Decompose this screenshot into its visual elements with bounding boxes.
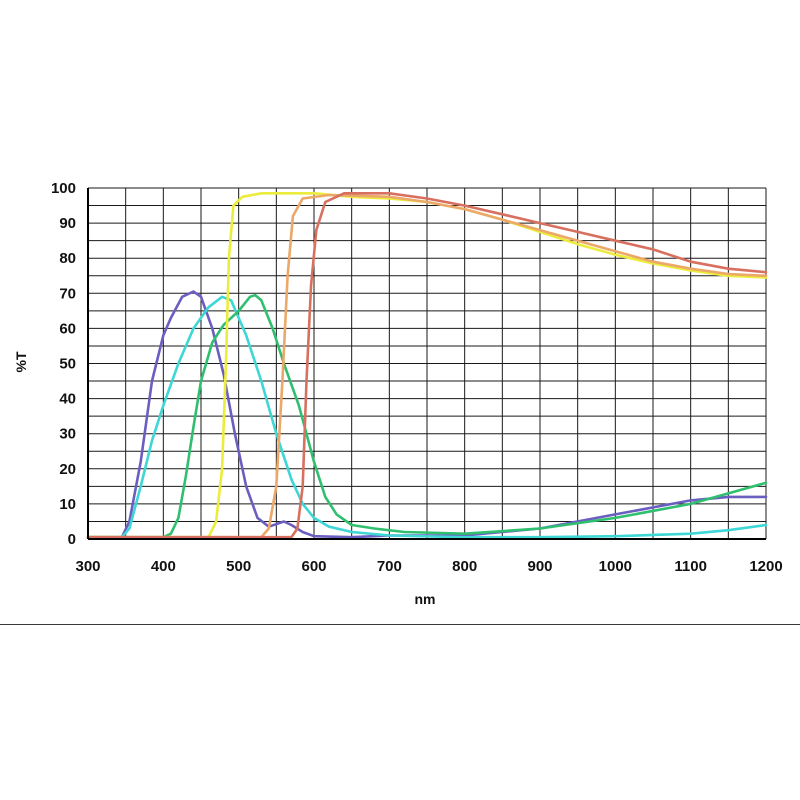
y-axis-label: %T [13, 351, 29, 372]
series-line-6 [86, 192, 768, 539]
x-tick-label: 1100 [674, 558, 707, 575]
x-tick-label: 1200 [749, 558, 782, 575]
x-tick-label: 900 [527, 558, 552, 575]
bottom-divider [0, 624, 800, 625]
y-tick-label: 90 [59, 215, 76, 232]
y-tick-label: 30 [59, 426, 76, 443]
y-tick-label: 20 [59, 461, 76, 478]
x-tick-label: 700 [377, 558, 402, 575]
series-line-4 [86, 192, 768, 539]
y-tick-label: 10 [59, 496, 76, 513]
y-tick-label: 0 [68, 531, 76, 548]
x-tick-label: 400 [151, 558, 176, 575]
series-lines [86, 192, 768, 539]
y-tick-label: 60 [59, 320, 76, 337]
tick-labels: 300 400 500 600 700 800 900 1000 1100 1200 0 10 20 30… [51, 180, 783, 575]
y-tick-label: 40 [59, 391, 76, 408]
x-tick-label: 500 [226, 558, 251, 575]
y-tick-label: 100 [51, 180, 76, 197]
x-tick-label: 1000 [599, 558, 632, 575]
x-axis-label: nm [415, 591, 436, 607]
series-line-2 [86, 295, 768, 539]
axes [87, 188, 766, 540]
series-line-3 [86, 293, 768, 539]
y-tick-label: 50 [59, 356, 76, 373]
grid [87, 187, 767, 540]
x-tick-label: 800 [452, 558, 477, 575]
y-tick-label: 80 [59, 250, 76, 267]
series-line-5 [86, 193, 768, 539]
y-tick-label: 70 [59, 285, 76, 302]
x-tick-label: 300 [75, 558, 100, 575]
x-tick-label: 600 [301, 558, 326, 575]
